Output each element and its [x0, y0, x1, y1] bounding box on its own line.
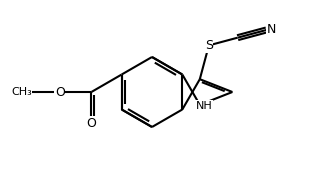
Text: O: O: [55, 86, 65, 98]
Text: NH: NH: [195, 101, 212, 111]
Text: S: S: [205, 39, 213, 52]
Text: N: N: [267, 24, 276, 36]
Text: O: O: [86, 117, 96, 130]
Text: CH₃: CH₃: [11, 87, 32, 97]
